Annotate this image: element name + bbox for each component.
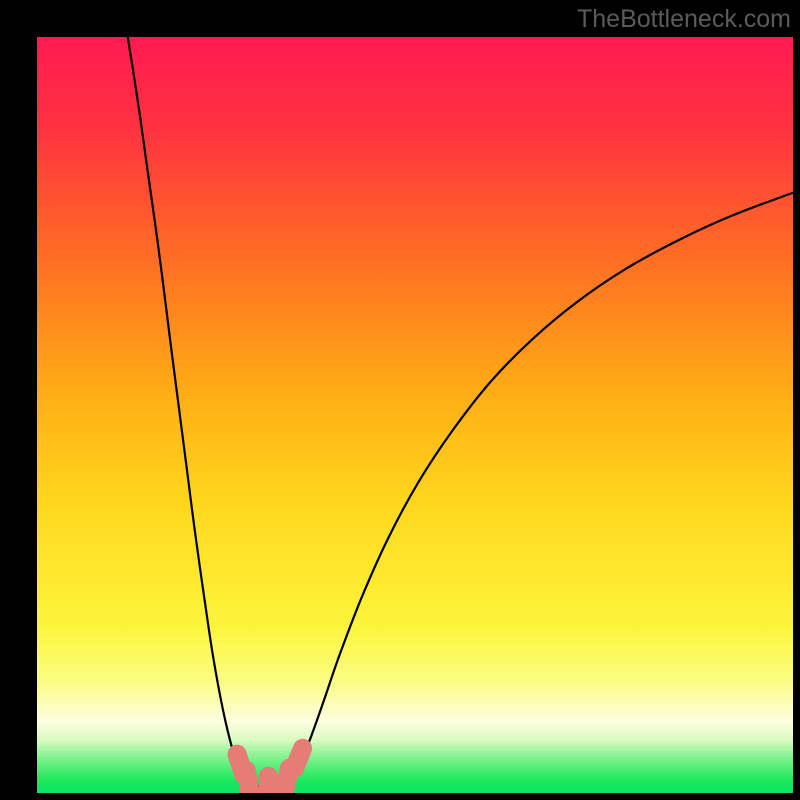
watermark-text: TheBottleneck.com xyxy=(577,5,791,34)
valley-marker xyxy=(283,737,315,780)
valley-marker xyxy=(259,767,277,793)
curves-layer xyxy=(37,37,793,793)
chart-root: TheBottleneck.com xyxy=(0,0,800,800)
curve-right xyxy=(285,193,793,784)
valley-markers xyxy=(226,737,315,793)
curve-left xyxy=(128,37,251,784)
valley-marker xyxy=(236,760,261,793)
plot-area xyxy=(37,37,793,793)
